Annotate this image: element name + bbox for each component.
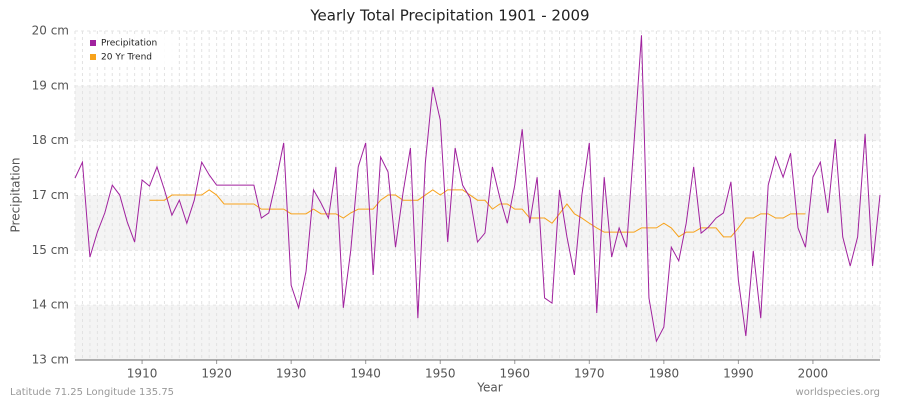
- x-tick-label: 2000: [798, 367, 829, 381]
- y-tick-label: 15 cm: [32, 243, 69, 257]
- legend-label: 20 Yr Trend: [101, 53, 152, 63]
- x-tick-label: 1950: [425, 367, 456, 381]
- x-tick-label: 1960: [499, 367, 530, 381]
- legend-box: [85, 34, 177, 66]
- x-tick-label: 1970: [574, 367, 605, 381]
- chart-title: Yearly Total Precipitation 1901 - 2009: [309, 7, 589, 25]
- legend-label: Precipitation: [101, 39, 157, 49]
- x-tick-label: 1930: [276, 367, 307, 381]
- x-tick-label: 1940: [350, 367, 381, 381]
- x-tick-label: 1980: [649, 367, 680, 381]
- y-tick-label: 18 cm: [32, 133, 69, 147]
- x-tick-label: 1920: [201, 367, 232, 381]
- series-line: [74, 35, 881, 343]
- grid-band: [75, 85, 880, 141]
- legend-swatch: [90, 40, 96, 46]
- y-tick-label: 13 cm: [32, 353, 69, 367]
- y-axis-label: Precipitation: [9, 157, 23, 232]
- x-axis-label: Year: [476, 381, 502, 395]
- legend-swatch: [90, 54, 96, 60]
- y-tick-label: 14 cm: [32, 298, 69, 312]
- footer-right: worldspecies.org: [796, 387, 880, 398]
- y-tick-label: 19 cm: [32, 78, 69, 92]
- y-tick-label: 17 cm: [32, 188, 69, 202]
- x-tick-label: 1910: [127, 367, 158, 381]
- x-tick-label: 1990: [723, 367, 754, 381]
- y-tick-label: 20 cm: [32, 24, 69, 38]
- footer-left: Latitude 71.25 Longitude 135.75: [10, 387, 174, 398]
